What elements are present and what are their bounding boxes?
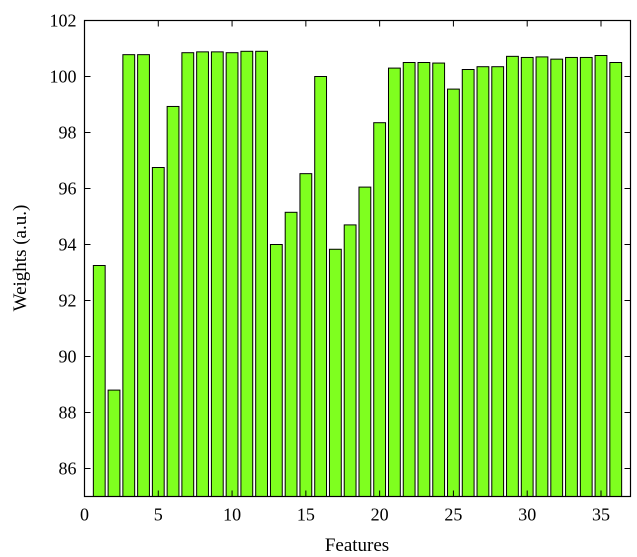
x-tick-label: 20 — [371, 505, 389, 525]
bar-feature-16 — [314, 76, 328, 497]
bar-feature-29 — [506, 55, 519, 498]
x-tick-label: 30 — [518, 505, 536, 525]
x-tick-label: 25 — [444, 505, 462, 525]
bar-feature-36 — [609, 62, 623, 497]
y-tick-label: 102 — [50, 11, 77, 31]
bar-feature-27 — [476, 66, 490, 497]
y-tick-label: 92 — [59, 291, 77, 311]
y-tick-label: 90 — [59, 347, 77, 367]
bar-feature-20 — [373, 122, 387, 497]
bar-feature-11 — [240, 50, 254, 498]
bar-feature-23 — [417, 62, 431, 497]
y-axis-title: Weights (a.u.) — [10, 205, 31, 312]
bar-feature-31 — [535, 56, 549, 498]
bar-feature-21 — [387, 67, 401, 497]
x-tick-label: 15 — [297, 505, 315, 525]
x-tick-label: 5 — [154, 505, 163, 525]
bar-feature-28 — [491, 66, 505, 497]
bar-feature-26 — [461, 69, 475, 497]
x-tick-label: 35 — [592, 505, 610, 525]
bar-feature-32 — [550, 58, 564, 497]
bar-feature-6 — [166, 105, 180, 498]
bar-feature-22 — [402, 62, 416, 497]
bar-feature-30 — [520, 56, 534, 498]
bar-feature-8 — [196, 51, 209, 498]
bars-group — [92, 50, 623, 498]
x-tick-label: 10 — [223, 505, 241, 525]
bar-feature-25 — [447, 88, 460, 497]
bar-feature-14 — [284, 211, 298, 498]
bar-feature-13 — [269, 244, 283, 497]
y-tick-label: 86 — [59, 459, 77, 479]
bar-feature-34 — [579, 56, 593, 498]
bar-feature-24 — [432, 62, 446, 498]
bar-feature-3 — [122, 54, 136, 497]
bar-feature-9 — [210, 51, 224, 498]
bar-feature-19 — [358, 186, 372, 497]
bar-feature-18 — [343, 224, 357, 497]
y-tick-label: 96 — [59, 179, 77, 199]
y-tick-label: 100 — [50, 67, 77, 87]
bar-feature-17 — [328, 248, 342, 497]
x-axis: 0 5 10 15 20 25 30 35 — [80, 20, 610, 525]
bar-feature-7 — [181, 52, 195, 497]
y-axis: 86 88 90 92 94 96 98 100 102 — [50, 11, 631, 479]
y-tick-label: 98 — [59, 123, 77, 143]
bar-feature-10 — [225, 52, 239, 497]
bar-feature-33 — [565, 56, 578, 498]
x-tick-label: 0 — [80, 505, 89, 525]
y-tick-label: 88 — [59, 403, 77, 423]
bar-feature-1 — [92, 265, 106, 497]
bar-feature-5 — [151, 167, 165, 497]
bar-feature-15 — [299, 173, 313, 497]
bar-feature-4 — [137, 54, 150, 497]
x-axis-title: Features — [325, 535, 389, 556]
plot-frame — [83, 19, 632, 498]
y-tick-label: 94 — [59, 235, 77, 255]
bar-feature-35 — [594, 55, 608, 497]
bar-feature-12 — [255, 50, 268, 498]
bar-feature-2 — [107, 389, 121, 498]
